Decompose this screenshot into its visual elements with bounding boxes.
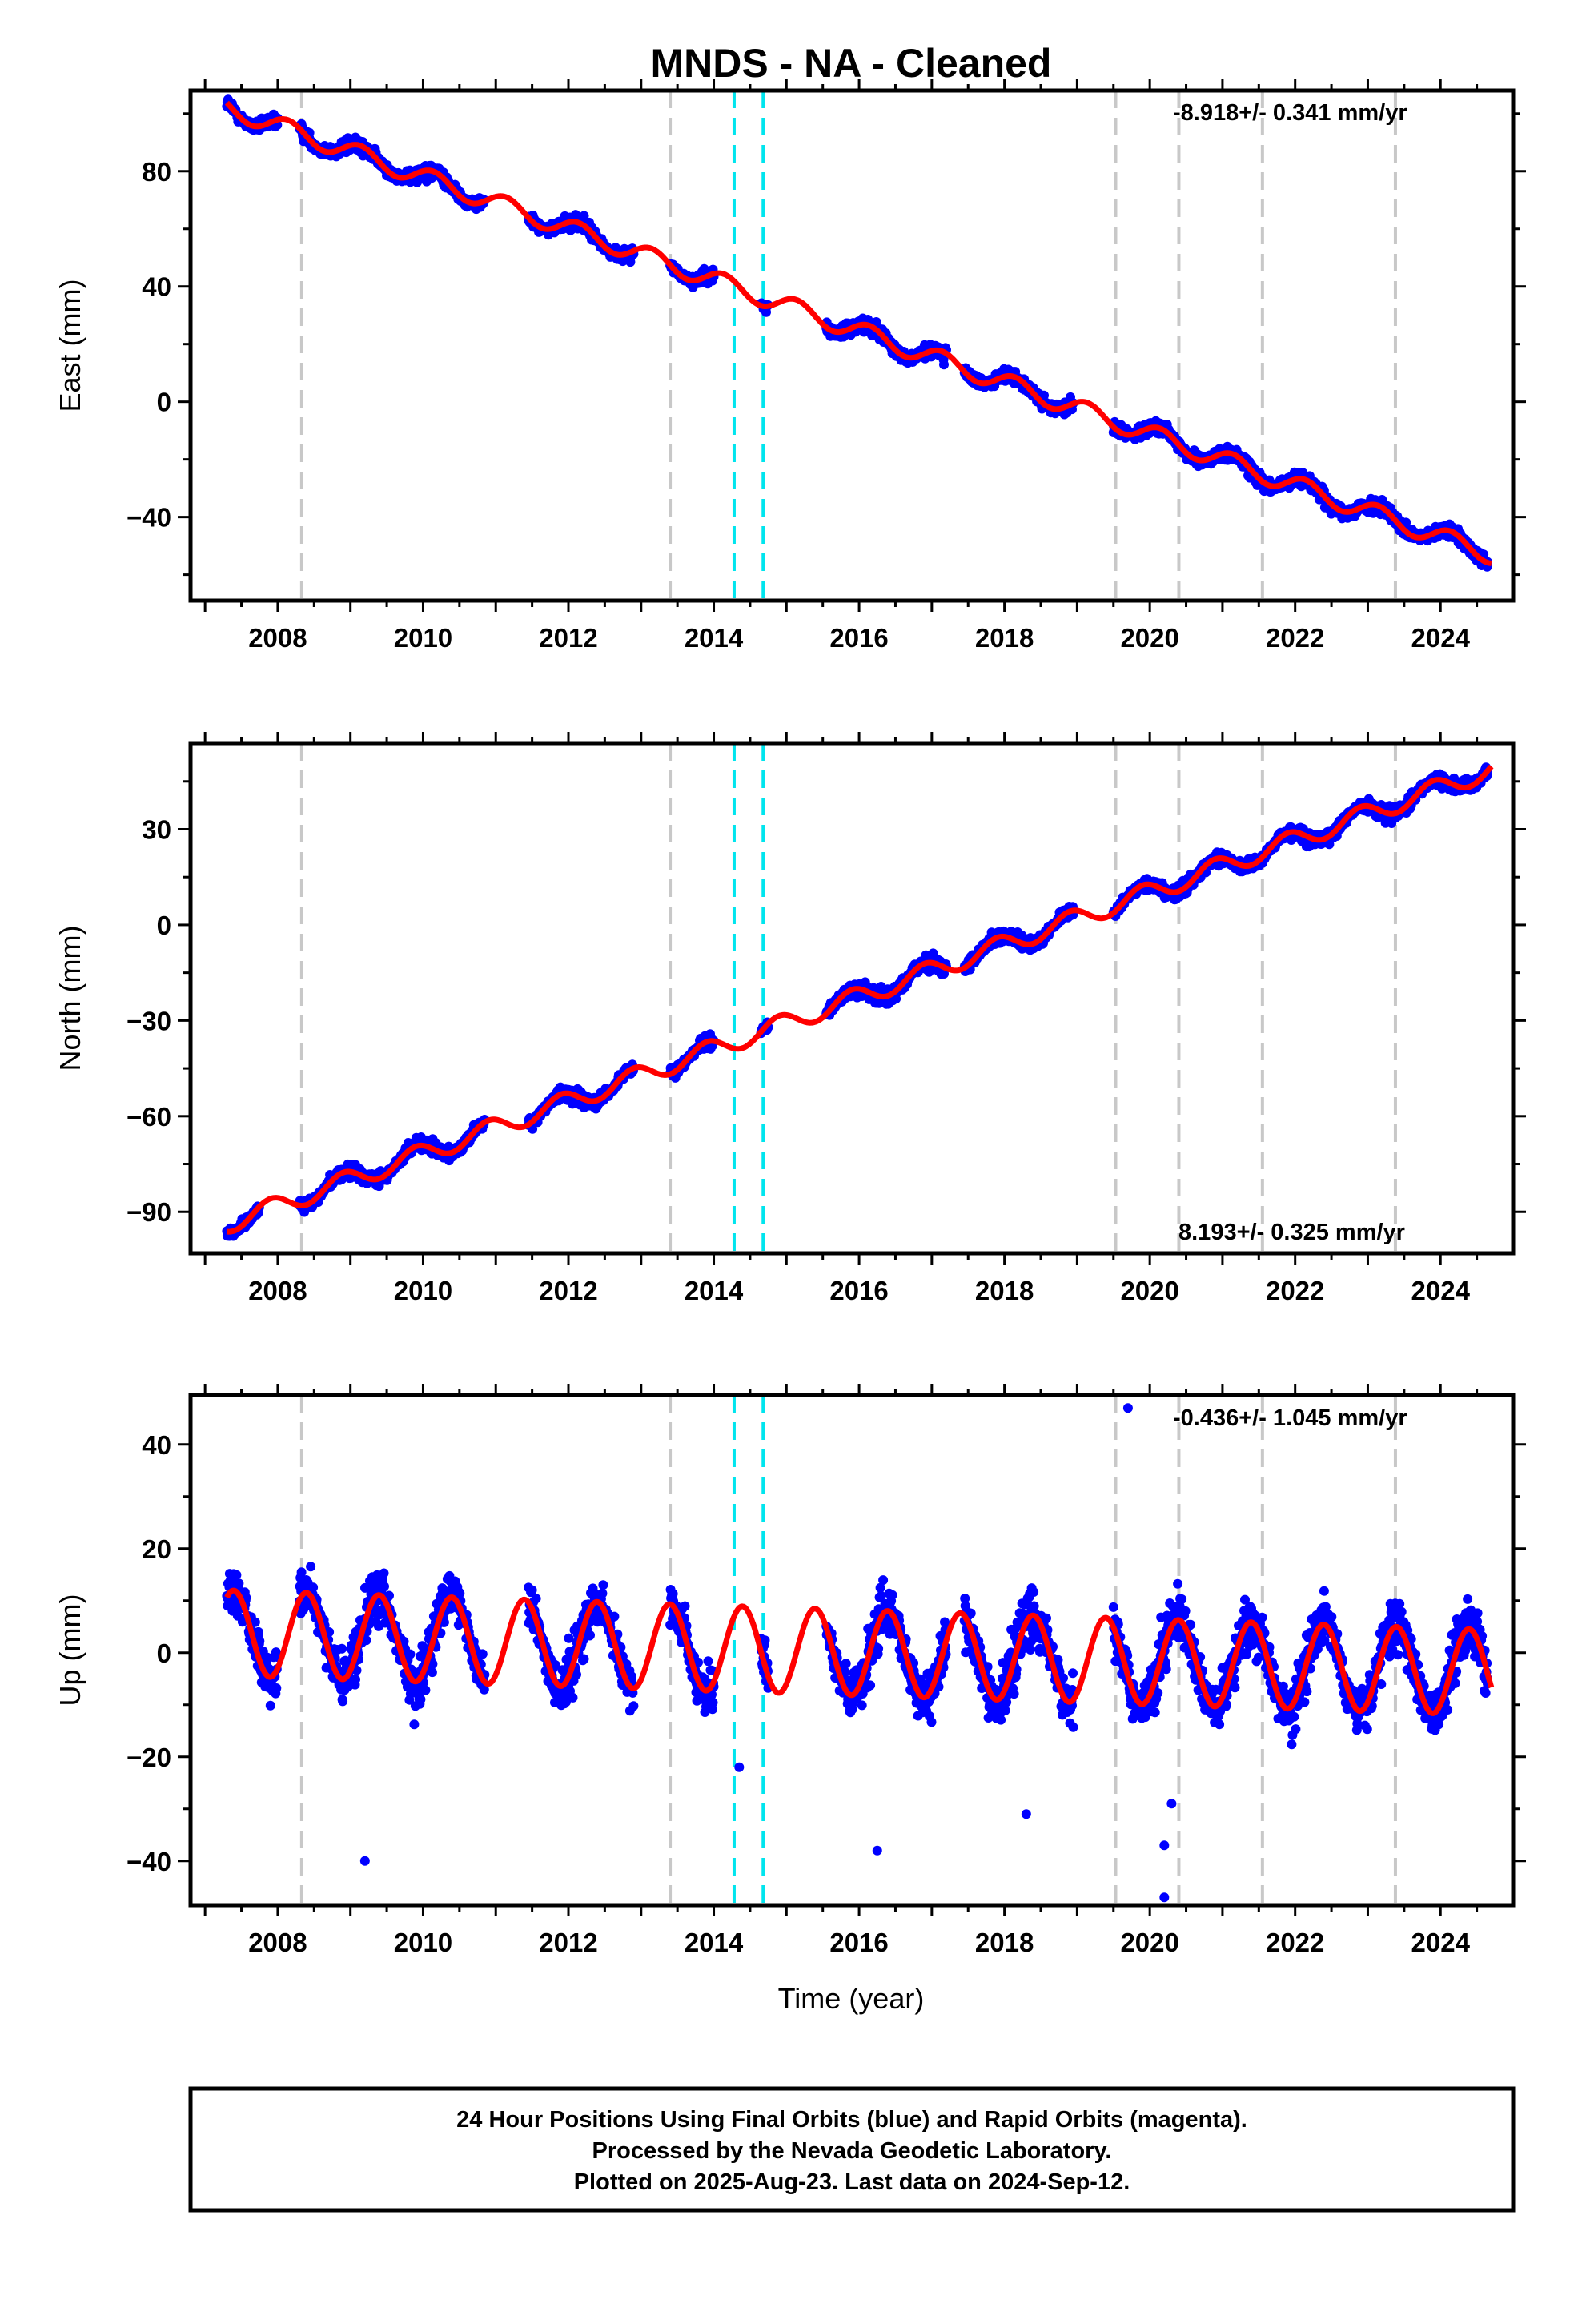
x-tick-label: 2016 [829, 623, 888, 653]
y-tick-label: 40 [142, 272, 171, 302]
data-point [939, 360, 949, 370]
y-tick-label: 80 [142, 157, 171, 187]
plot-area [222, 743, 1494, 1253]
data-point [1039, 390, 1049, 400]
y-tick-label: 0 [157, 388, 171, 417]
x-tick-label: 2008 [248, 623, 307, 653]
chart-title: MNDS - NA - Cleaned [651, 41, 1052, 86]
y-axis-label: East (mm) [54, 279, 86, 412]
x-tick-label: 2014 [685, 623, 744, 653]
x-tick-label: 2012 [539, 623, 597, 653]
plot-area [222, 90, 1494, 601]
x-tick-label: 2010 [394, 623, 452, 653]
rate-label: -8.918+/- 0.341 mm/yr [1173, 100, 1407, 126]
east-panel: 2008 2010 2012 2014 2016 2018 2020 2022 2024 −40 0… [54, 79, 1526, 653]
x-tick-label: 2018 [975, 623, 1034, 653]
x-tick-label: 2024 [1411, 623, 1471, 653]
north-panel: 2008 2010 2012 2014 2016 2018 2020 2022 2024−90−… [54, 732, 1526, 1305]
x-tick-label: 2022 [1266, 623, 1324, 653]
x-tick-label: 2020 [1120, 623, 1178, 653]
data-points [222, 94, 1492, 572]
y-tick-label: −40 [126, 503, 171, 533]
